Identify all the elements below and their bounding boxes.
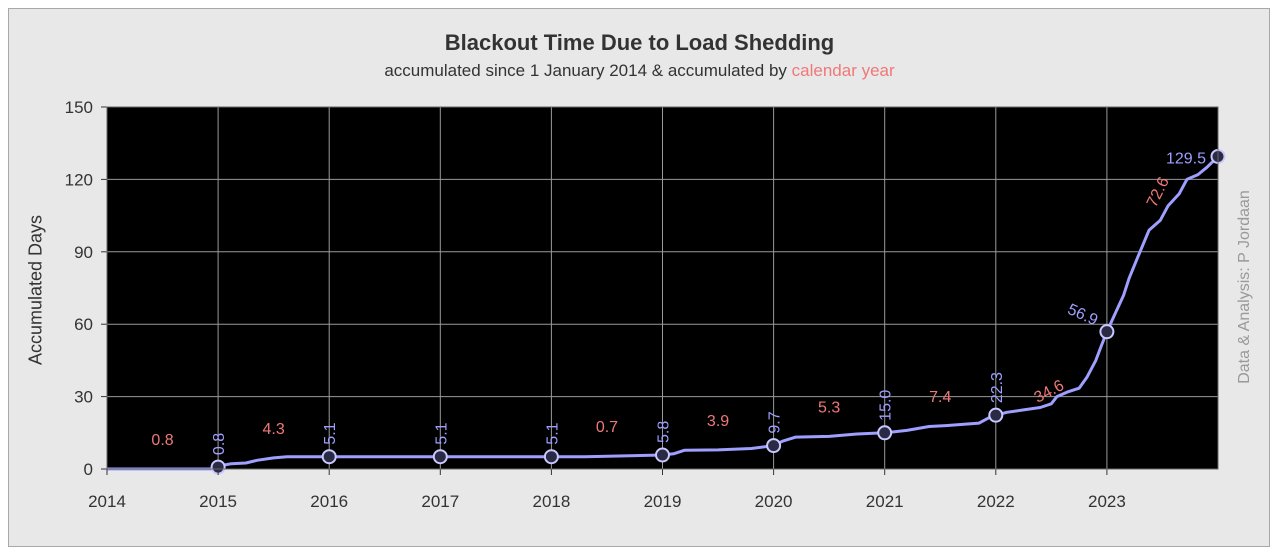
x-tick-label: 2022 (977, 492, 1015, 511)
cumulative-value-label: 5.8 (656, 421, 673, 443)
annual-total-label: 0.8 (151, 432, 173, 449)
year-end-marker (432, 449, 448, 465)
chart-subtitle: accumulated since 1 January 2014 & accum… (0, 61, 1279, 81)
annual-total-label: 0.7 (596, 419, 618, 436)
cumulative-value-label: 5.1 (544, 422, 561, 444)
x-tick-label: 2014 (88, 492, 126, 511)
y-tick-label: 90 (74, 243, 93, 262)
annual-total-label: 4.3 (263, 421, 285, 438)
annual-total-label: 5.3 (818, 399, 840, 416)
cumulative-value-label: 129.5 (1166, 150, 1206, 167)
cumulative-value-label: 9.7 (767, 411, 784, 433)
x-tick-label: 2018 (532, 492, 570, 511)
year-end-marker (321, 449, 337, 465)
y-tick-label: 120 (65, 170, 93, 189)
cumulative-value-label: 5.1 (322, 422, 339, 444)
subtitle-highlight: calendar year (791, 61, 895, 80)
x-tick-label: 2015 (199, 492, 237, 511)
year-end-marker (655, 447, 670, 463)
cumulative-value-label: 5.1 (433, 422, 450, 444)
x-tick-label: 2017 (421, 492, 459, 511)
year-end-marker (1099, 324, 1115, 340)
x-tick-label: 2016 (310, 492, 348, 511)
grid (107, 107, 1218, 469)
chart-title: Blackout Time Due to Load Shedding (444, 30, 835, 55)
x-tick-label: 2021 (866, 492, 904, 511)
y-tick-label: 150 (65, 98, 93, 117)
y-tick-label: 0 (84, 460, 93, 479)
cumulative-value-label: 0.8 (211, 433, 228, 455)
y-tick-label: 60 (74, 315, 93, 334)
year-end-marker (543, 449, 559, 465)
axis-tick-layer: 2014 2015 2016 2017 2018 2019 2020 2021 2022 2023… (65, 98, 1219, 511)
x-tick-label: 2019 (644, 492, 682, 511)
cumulative-value-label: 22.3 (989, 372, 1006, 403)
y-tick-label: 30 (74, 388, 93, 407)
subtitle-text: accumulated since 1 January 2014 & accum… (384, 61, 787, 80)
plot-border (106, 106, 1219, 470)
x-tick-label: 2023 (1088, 492, 1126, 511)
year-end-marker (766, 438, 782, 454)
annual-total-label: 3.9 (707, 413, 729, 430)
cumulative-value-label: 15.0 (878, 390, 895, 421)
year-end-marker (988, 407, 1004, 423)
x-tick-label: 2020 (755, 492, 793, 511)
annual-total-label: 7.4 (929, 389, 951, 406)
year-end-marker (877, 425, 893, 441)
